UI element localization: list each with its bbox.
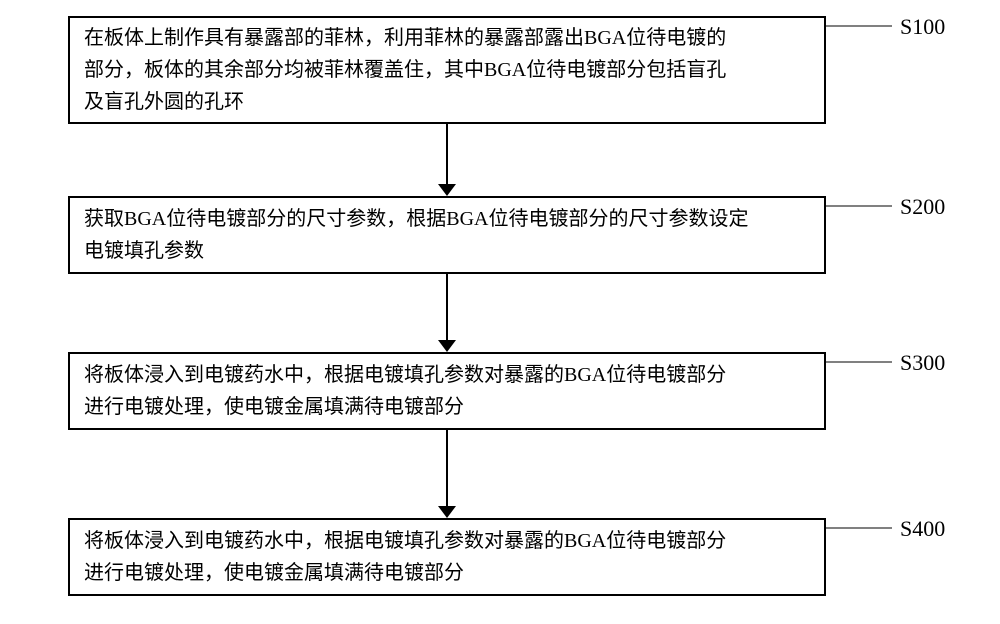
connector-brace bbox=[826, 355, 892, 369]
arrow-head-icon bbox=[438, 506, 456, 518]
flow-step-text: 将板体浸入到电镀药水中，根据电镀填孔参数对暴露的BGA位待电镀部分 进行电镀处理… bbox=[84, 359, 726, 423]
arrow-head-icon bbox=[438, 184, 456, 196]
connector-brace bbox=[826, 521, 892, 535]
step-label-s300: S300 bbox=[900, 350, 945, 376]
flowchart-canvas: 在板体上制作具有暴露部的菲林，利用菲林的暴露部露出BGA位待电镀的 部分，板体的… bbox=[0, 0, 1000, 624]
connector-brace bbox=[826, 199, 892, 213]
flow-step-s100: 在板体上制作具有暴露部的菲林，利用菲林的暴露部露出BGA位待电镀的 部分，板体的… bbox=[68, 16, 826, 124]
step-label-s400: S400 bbox=[900, 516, 945, 542]
flow-step-text: 在板体上制作具有暴露部的菲林，利用菲林的暴露部露出BGA位待电镀的 部分，板体的… bbox=[84, 22, 726, 118]
arrow-line bbox=[446, 124, 448, 187]
flow-step-s300: 将板体浸入到电镀药水中，根据电镀填孔参数对暴露的BGA位待电镀部分 进行电镀处理… bbox=[68, 352, 826, 430]
flow-step-text: 将板体浸入到电镀药水中，根据电镀填孔参数对暴露的BGA位待电镀部分 进行电镀处理… bbox=[84, 525, 726, 589]
arrow-head-icon bbox=[438, 340, 456, 352]
step-label-s200: S200 bbox=[900, 194, 945, 220]
arrow-line bbox=[446, 274, 448, 343]
flow-step-s400: 将板体浸入到电镀药水中，根据电镀填孔参数对暴露的BGA位待电镀部分 进行电镀处理… bbox=[68, 518, 826, 596]
arrow-line bbox=[446, 430, 448, 509]
flow-step-text: 获取BGA位待电镀部分的尺寸参数，根据BGA位待电镀部分的尺寸参数设定 电镀填孔… bbox=[84, 203, 748, 267]
step-label-s100: S100 bbox=[900, 14, 945, 40]
flow-step-s200: 获取BGA位待电镀部分的尺寸参数，根据BGA位待电镀部分的尺寸参数设定 电镀填孔… bbox=[68, 196, 826, 274]
connector-brace bbox=[826, 19, 892, 33]
